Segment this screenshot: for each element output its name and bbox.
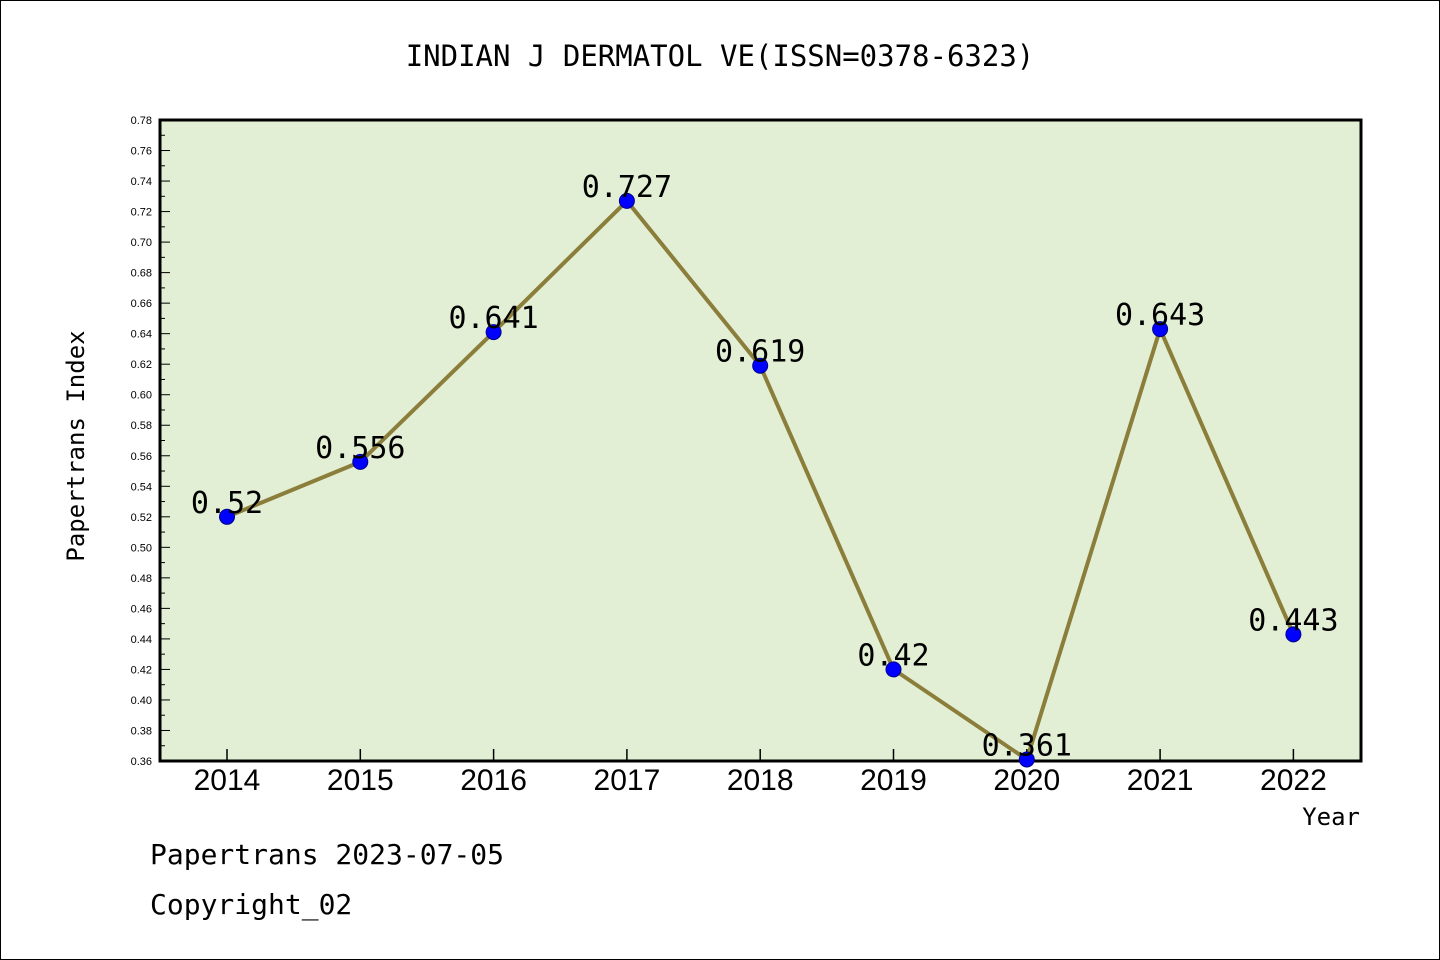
y-tick-label: 0.70 bbox=[131, 237, 152, 249]
y-tick-label: 0.76 bbox=[131, 146, 152, 158]
x-tick-label: 2017 bbox=[594, 764, 661, 797]
x-axis-ticks: 2014 2015 2016 2017 2018 2019 2020 2021 2022 bbox=[194, 749, 1327, 797]
x-tick-label: 2014 bbox=[194, 764, 261, 797]
y-tick-label: 0.46 bbox=[131, 603, 152, 615]
y-tick-label: 0.44 bbox=[131, 634, 152, 646]
x-tick-label: 2022 bbox=[1260, 764, 1327, 797]
y-tick-label: 0.60 bbox=[131, 390, 152, 402]
series-line-group bbox=[219, 192, 1302, 768]
data-labels: 0.52 0.556 0.641 0.727 0.619 0.42 0.361 0.643 0.… bbox=[191, 170, 1339, 764]
y-tick-label: 0.38 bbox=[131, 725, 152, 737]
data-point bbox=[1152, 321, 1169, 338]
y-tick-label: 0.64 bbox=[131, 329, 152, 341]
data-label: 0.619 bbox=[715, 335, 805, 370]
plot-area bbox=[158, 118, 1363, 763]
y-tick-label: 0.54 bbox=[131, 481, 152, 493]
data-point bbox=[219, 508, 235, 525]
data-label: 0.727 bbox=[582, 170, 672, 205]
data-point bbox=[752, 357, 769, 374]
y-tick-label: 0.42 bbox=[131, 664, 152, 676]
y-tick-label: 0.36 bbox=[131, 756, 152, 768]
footer-date: Papertrans 2023-07-05 bbox=[150, 838, 504, 871]
data-label: 0.556 bbox=[315, 431, 405, 466]
y-tick-label: 0.74 bbox=[131, 176, 152, 188]
y-tick-label: 0.50 bbox=[131, 542, 152, 554]
data-label: 0.643 bbox=[1115, 298, 1205, 333]
x-tick-label: 2016 bbox=[460, 764, 527, 797]
data-label: 0.361 bbox=[982, 728, 1072, 763]
data-label: 0.42 bbox=[857, 638, 929, 673]
data-label: 0.52 bbox=[191, 486, 263, 521]
y-tick-label: 0.66 bbox=[131, 298, 152, 310]
footer-copyright: Copyright_02 bbox=[150, 888, 352, 922]
data-point bbox=[352, 453, 369, 470]
x-tick-label: 2019 bbox=[860, 764, 927, 797]
x-tick-label: 2015 bbox=[327, 764, 394, 797]
y-tick-label: 0.78 bbox=[131, 115, 152, 127]
chart-title: INDIAN J DERMATOL VE(ISSN=0378-6323) bbox=[406, 39, 1035, 73]
y-axis-ticks: 0.36 0.38 0.40 0.42 0.44 0.46 0.48 0.50 0.52 0.54… bbox=[131, 115, 170, 768]
y-tick-label: 0.56 bbox=[131, 451, 152, 463]
y-tick-label: 0.52 bbox=[131, 512, 152, 524]
x-tick-label: 2018 bbox=[727, 764, 794, 797]
x-tick-label: 2021 bbox=[1127, 764, 1194, 797]
y-tick-label: 0.72 bbox=[131, 207, 152, 219]
x-axis-label: Year bbox=[1302, 803, 1360, 831]
data-point bbox=[885, 661, 902, 678]
y-tick-label: 0.62 bbox=[131, 359, 152, 371]
data-point bbox=[485, 324, 502, 341]
x-tick-label: 2020 bbox=[993, 764, 1060, 797]
y-tick-label: 0.58 bbox=[131, 420, 152, 432]
data-point bbox=[1018, 751, 1035, 768]
y-axis-label: Papertrans Index bbox=[62, 330, 90, 561]
data-point bbox=[1285, 626, 1302, 643]
data-point bbox=[618, 192, 635, 209]
y-tick-label: 0.68 bbox=[131, 268, 152, 280]
data-label: 0.641 bbox=[448, 301, 538, 336]
data-label: 0.443 bbox=[1248, 603, 1338, 638]
y-tick-label: 0.40 bbox=[131, 695, 152, 707]
y-tick-label: 0.48 bbox=[131, 573, 152, 585]
